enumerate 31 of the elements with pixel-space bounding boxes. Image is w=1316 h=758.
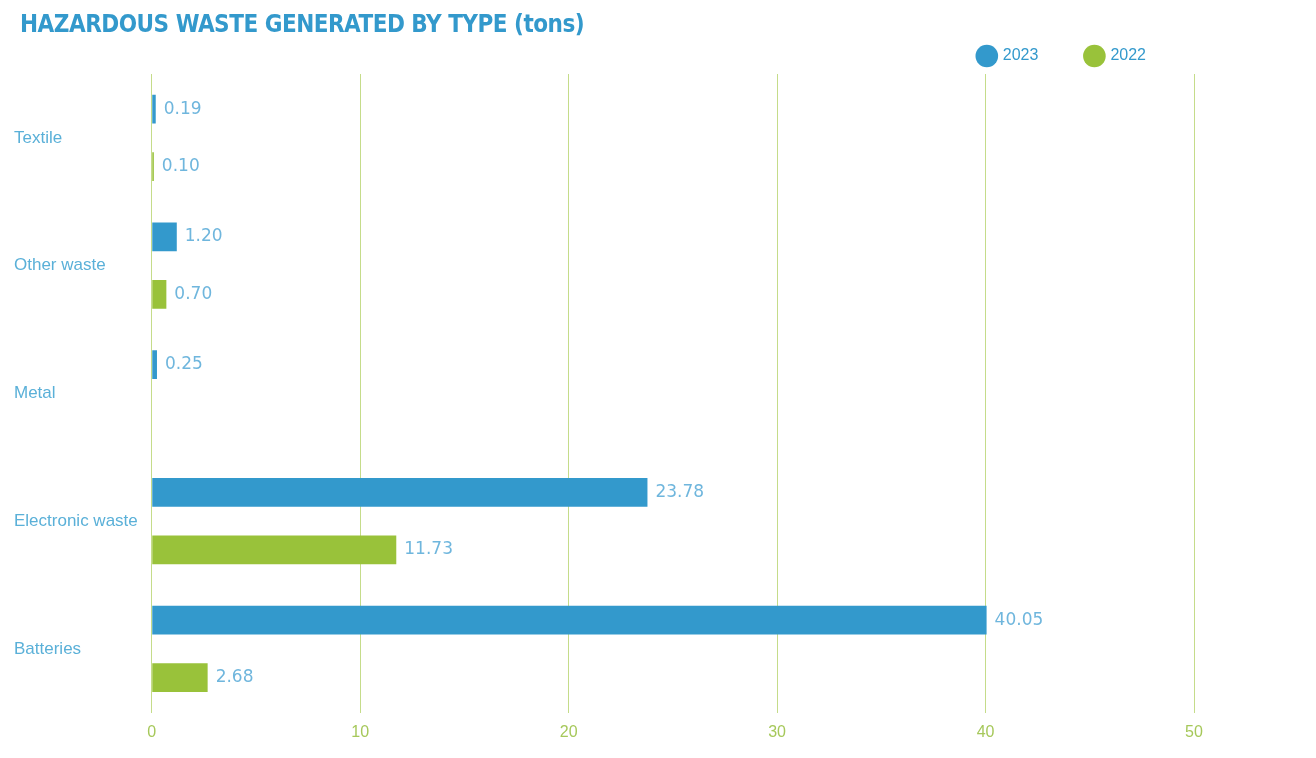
bar [152, 663, 208, 693]
x-tick-label: 0 [147, 722, 157, 740]
x-tick-label: 30 [768, 722, 787, 740]
data-label: 1.20 [184, 225, 223, 246]
x-tick-label: 20 [559, 722, 578, 740]
bar [152, 478, 648, 507]
data-label: 0.25 [164, 353, 203, 374]
y-tick-label: Metal [14, 383, 56, 403]
legend-label: 2022 [1110, 46, 1147, 64]
x-tick-label: 40 [976, 722, 995, 740]
y-tick-label: Batteries [14, 638, 82, 658]
bar [152, 280, 167, 309]
x-tick-label: 50 [1185, 722, 1203, 740]
bar [152, 350, 157, 380]
bar [152, 605, 987, 635]
data-label: 0.19 [163, 97, 202, 118]
data-label: 0.10 [161, 155, 200, 176]
data-label: 2.68 [215, 666, 254, 687]
chart-title: HAZARDOUS WASTE GENERATED BY TYPE (tons) [20, 10, 585, 38]
bar [152, 222, 177, 252]
bar [152, 535, 397, 565]
data-label: 23.78 [655, 480, 705, 501]
data-label: 11.73 [404, 538, 453, 559]
y-tick-label: Textile [14, 127, 63, 147]
x-tick-label: 10 [351, 722, 370, 740]
legend-label: 2023 [1002, 46, 1039, 64]
y-tick-label: Other waste [14, 255, 106, 275]
bar [152, 94, 156, 124]
y-tick-label: Electronic waste [14, 510, 138, 530]
data-label: 40.05 [994, 608, 1044, 629]
data-label: 0.70 [174, 282, 213, 303]
